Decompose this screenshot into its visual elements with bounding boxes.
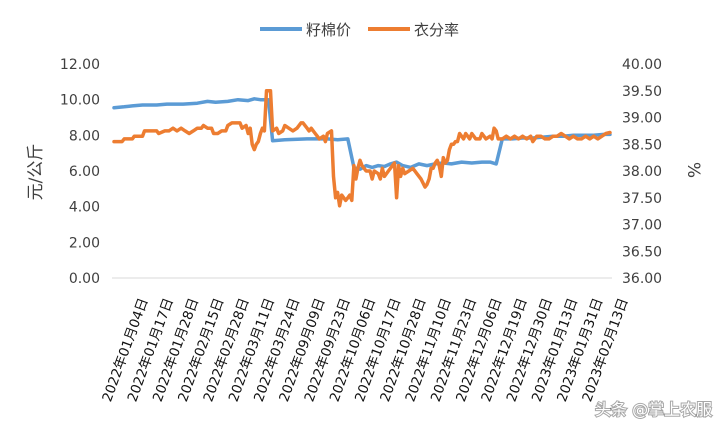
y-right-tick-label: 39.50 xyxy=(622,84,662,100)
y-left-tick-label: 4.00 xyxy=(69,200,100,216)
series-layer xyxy=(112,89,612,208)
y-left-tick-label: 12.00 xyxy=(60,57,100,73)
legend: 籽棉价 衣分率 xyxy=(260,21,459,39)
y-left-tick-label: 10.00 xyxy=(60,93,100,109)
y-right-tick-label: 36.00 xyxy=(622,271,662,287)
x-axis-ticks: 2022年01月04日2022年01月17日2022年01月28日2022年02… xyxy=(99,296,631,404)
legend-label-series-2: 衣分率 xyxy=(414,21,459,39)
y-right-tick-label: 38.00 xyxy=(622,164,662,180)
y-right-tick-label: 37.00 xyxy=(622,218,662,234)
y-right-tick-label: 36.50 xyxy=(622,244,662,260)
y-axis-right-title: % xyxy=(683,162,703,178)
y-axis-left-ticks: 0.00 2.00 4.00 6.00 8.00 10.00 12.00 xyxy=(60,57,100,287)
y-right-tick-label: 40.00 xyxy=(622,57,662,73)
y-axis-left-title: 元/公斤 xyxy=(26,144,46,201)
y-axis-right-ticks: 36.00 36.50 37.00 37.50 38.00 38.50 39.00 39.50… xyxy=(622,57,662,287)
y-right-tick-label: 37.50 xyxy=(622,191,662,207)
y-left-tick-label: 2.00 xyxy=(69,235,100,251)
y-left-tick-label: 6.00 xyxy=(69,164,100,180)
y-left-tick-label: 0.00 xyxy=(69,271,100,287)
y-left-tick-label: 8.00 xyxy=(69,128,100,144)
legend-label-series-1: 籽棉价 xyxy=(306,21,351,39)
y-right-tick-label: 38.50 xyxy=(622,137,662,153)
y-right-tick-label: 39.00 xyxy=(622,111,662,127)
series-line-2 xyxy=(112,89,612,208)
watermark-text: 头条 @掌上农服 xyxy=(595,400,712,419)
